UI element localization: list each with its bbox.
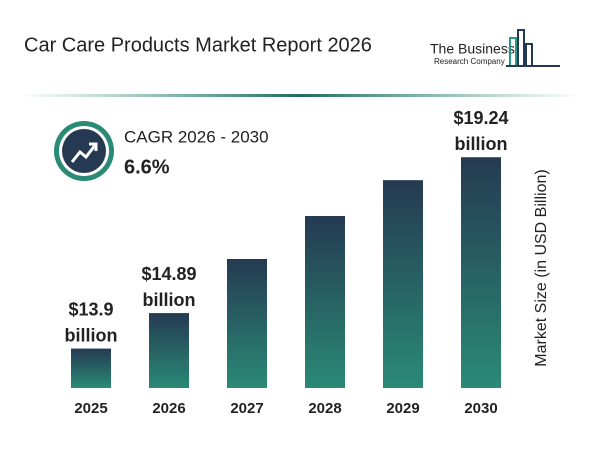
- value-label-line: $13.9: [68, 299, 113, 319]
- value-label-line: billion: [455, 134, 508, 154]
- x-tick-label: 2025: [74, 400, 107, 417]
- value-label-line: billion: [65, 325, 118, 345]
- bar: [461, 157, 501, 388]
- value-label-line: $14.89: [141, 264, 196, 284]
- header-rule: [20, 94, 580, 97]
- value-label: $14.89 billion: [141, 264, 196, 310]
- x-tick-label: 2026: [152, 400, 185, 417]
- bar: [383, 180, 423, 388]
- logo-line2: Research Company: [434, 57, 505, 66]
- logo-bars: [506, 29, 560, 67]
- cagr-label: CAGR 2026 - 2030: [124, 127, 269, 146]
- bar: [149, 313, 189, 388]
- x-tick-label: 2030: [464, 400, 497, 417]
- y-axis-label: Market Size (in USD Billion): [533, 169, 550, 366]
- x-tick-label: 2029: [386, 400, 419, 417]
- logo: The Business Research Company: [430, 29, 560, 67]
- cagr-badge: [54, 121, 114, 181]
- chart-title: Car Care Products Market Report 2026: [24, 34, 372, 56]
- value-label-line: billion: [143, 290, 196, 310]
- value-label-line: $19.24: [453, 108, 508, 128]
- logo-line1: The Business: [430, 41, 515, 57]
- value-label: $19.24 billion: [453, 108, 508, 154]
- value-label: $13.9 billion: [65, 299, 118, 345]
- x-tick-label: 2028: [308, 400, 341, 417]
- x-tick-label: 2027: [230, 400, 263, 417]
- cagr-value: 6.6%: [124, 156, 170, 178]
- bar: [305, 216, 345, 388]
- bar: [227, 259, 267, 388]
- bar: [71, 348, 111, 388]
